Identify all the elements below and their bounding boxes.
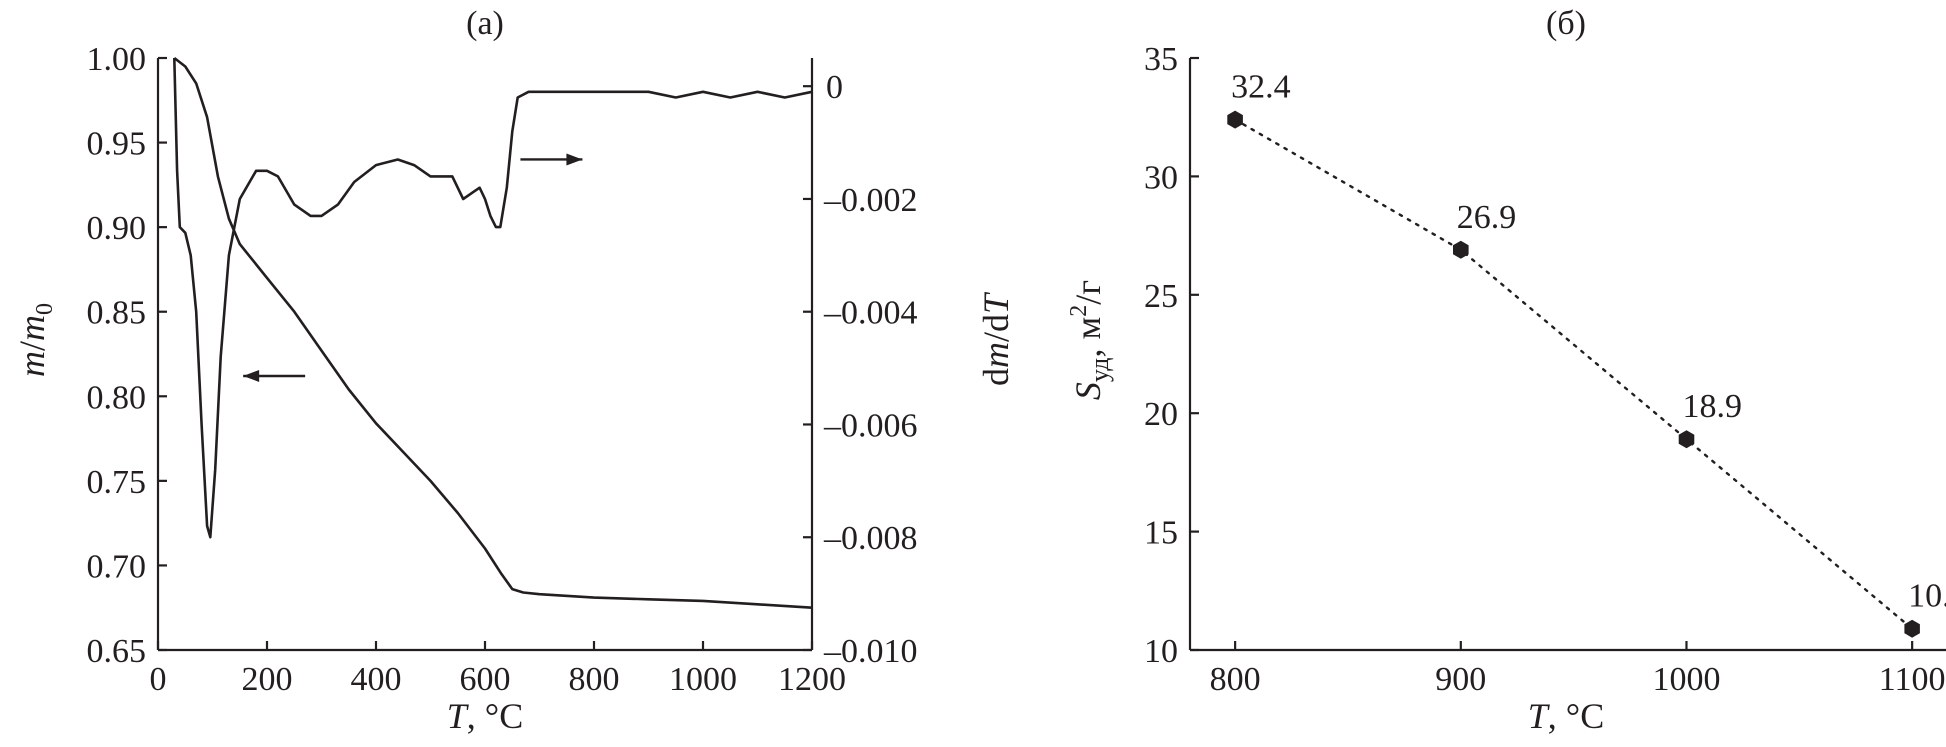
trend-dotted-line [1233, 118, 1914, 630]
arrow-head [566, 153, 583, 166]
mass-curve [173, 56, 813, 609]
panel-b-point-labels: 32.4 26.9 18.9 10.9 [1231, 69, 1946, 615]
data-label: 26.9 [1457, 199, 1517, 236]
left-tick-label: 0.90 [87, 210, 147, 247]
right-tick-label: –0.006 [823, 407, 918, 444]
panel-b-title: (б) [1546, 5, 1586, 42]
data-label: 32.4 [1231, 69, 1291, 106]
panel-a: (a) 0 200 400 600 800 1000 1200 1.00 0.95 0.90 0.… [12, 5, 1016, 736]
x-tick-label: 900 [1435, 661, 1486, 698]
y-tick-label: 15 [1144, 515, 1178, 552]
x-tick-label: 400 [351, 661, 402, 698]
left-tick-label: 0.85 [87, 295, 147, 332]
x-tick-label: 1200 [778, 661, 846, 698]
data-point [1904, 619, 1920, 638]
x-tick-label: 200 [242, 661, 293, 698]
panel-b-x-ticks: 800 900 1000 1100 [1210, 641, 1946, 698]
x-tick-label: 0 [150, 661, 167, 698]
right-tick-label: –0.002 [823, 182, 918, 219]
y-tick-label: 35 [1144, 41, 1178, 78]
panel-b-y-ticks: 35 30 25 20 15 10 [1144, 41, 1199, 670]
panel-a-x-ticks: 0 200 400 600 800 1000 1200 [150, 641, 846, 698]
panel-b-y-label: Sуд, м2/г [1066, 280, 1114, 400]
panel-a-right-ticks: 0 –0.002 –0.004 –0.006 –0.008 –0.010 [803, 69, 918, 670]
panel-a-left-y-label: m/m0 [12, 303, 58, 377]
panel-b-points [1227, 110, 1920, 638]
data-point [1227, 110, 1243, 129]
data-point [1678, 430, 1695, 449]
data-label: 18.9 [1682, 388, 1742, 425]
y-tick-label: 25 [1144, 278, 1178, 315]
arrow-head [243, 369, 260, 382]
data-label: 10.9 [1908, 578, 1946, 615]
x-tick-label: 1100 [1879, 661, 1946, 698]
x-tick-label: 1000 [669, 661, 737, 698]
x-tick-label: 800 [569, 661, 620, 698]
panel-a-right-y-label: dm/dT [976, 291, 1016, 386]
panel-a-left-ticks: 1.00 0.95 0.90 0.85 0.80 0.75 0.70 0.65 [87, 41, 167, 670]
x-tick-label: 600 [460, 661, 511, 698]
panel-a-arrows [243, 153, 583, 382]
y-tick-label: 30 [1144, 159, 1178, 196]
panel-a-title: (a) [466, 5, 504, 42]
left-tick-label: 0.70 [87, 548, 147, 585]
left-tick-label: 0.80 [87, 379, 147, 416]
left-tick-label: 0.65 [87, 633, 147, 670]
left-tick-label: 0.75 [87, 464, 147, 501]
dtg-curve [173, 57, 813, 539]
right-tick-label: –0.004 [823, 295, 918, 332]
panel-b: (б) 800 900 1000 1100 35 30 25 20 15 10 32.4 26.9… [1066, 5, 1946, 736]
right-tick-label: 0 [826, 69, 843, 106]
data-point [1453, 240, 1469, 259]
left-tick-label: 0.95 [87, 126, 147, 163]
panel-b-x-label: T, °C [1528, 696, 1604, 736]
left-tick-label: 1.00 [87, 41, 147, 78]
y-tick-label: 20 [1144, 396, 1178, 433]
y-tick-label: 10 [1144, 633, 1178, 670]
right-tick-label: –0.008 [823, 520, 918, 557]
right-tick-label: –0.010 [823, 633, 918, 670]
x-tick-label: 800 [1210, 661, 1261, 698]
panel-a-x-label: T, °C [447, 696, 523, 736]
x-tick-label: 1000 [1652, 661, 1720, 698]
